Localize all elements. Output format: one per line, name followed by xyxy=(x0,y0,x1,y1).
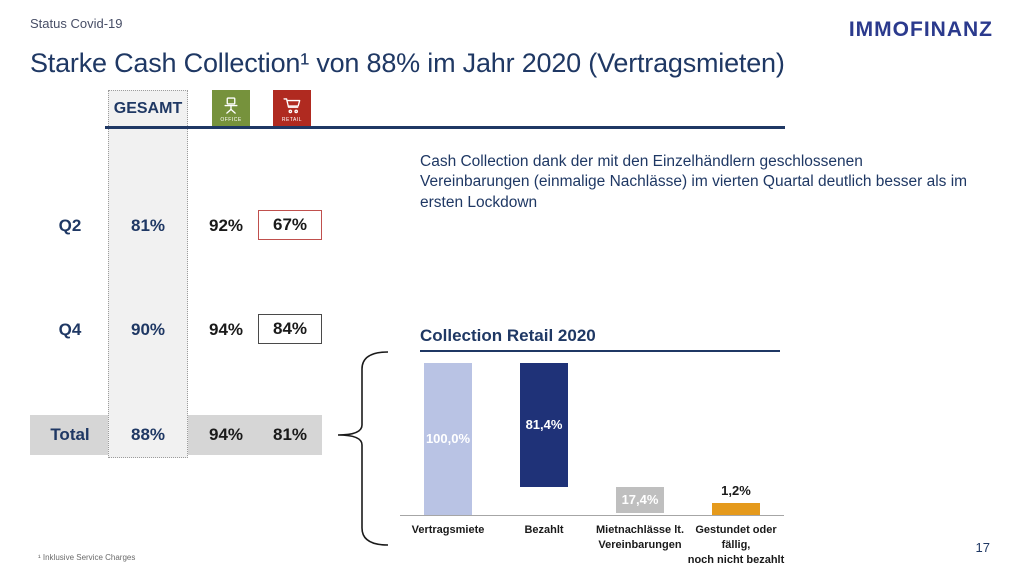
company-logo: IMMOFINANZ xyxy=(848,18,993,41)
row-q2-gesamt: 81% xyxy=(130,216,166,235)
header-divider-line xyxy=(105,126,785,129)
row-q4-label: Q4 xyxy=(58,320,82,339)
row-total-gesamt: 88% xyxy=(130,425,166,444)
gesamt-column-highlight xyxy=(108,90,188,458)
bar-1 xyxy=(424,363,472,515)
bar-value-label: 81,4% xyxy=(525,416,563,432)
retail-cart-icon: RETAIL xyxy=(273,90,311,128)
bar-value-label: 17,4% xyxy=(621,491,659,507)
curly-brace xyxy=(337,351,389,546)
row-q4-office: 94% xyxy=(208,320,244,339)
row-q2-office: 92% xyxy=(208,216,244,235)
retail-icon-caption: RETAIL xyxy=(281,116,303,123)
office-icon-caption: OFFICE xyxy=(220,116,242,123)
bar-chart: 100,0% Vertragsmiete 81,4% Bezahlt 17,4% Miet… xyxy=(400,363,784,566)
bar-3 xyxy=(616,486,664,514)
kicker: Status Covid-19 xyxy=(30,16,123,31)
row-total-office: 94% xyxy=(208,425,244,444)
row-q4-retail-box: 84% xyxy=(258,314,322,344)
chart-title-underline xyxy=(420,350,780,352)
callout-text: Cash Collection dank der mit den Einzelh… xyxy=(420,153,968,211)
page-number: 17 xyxy=(975,540,990,555)
row-q2-retail: 67% xyxy=(272,215,308,234)
category-label: Bezahlt xyxy=(524,524,564,536)
bar-value-label: 1,2% xyxy=(721,483,751,498)
page-title: Starke Cash Collection¹ von 88% im Jahr … xyxy=(30,48,785,78)
row-q2-label: Q2 xyxy=(58,216,82,235)
bar-value-label: 100,0% xyxy=(425,431,471,446)
row-total-retail: 81% xyxy=(272,425,308,444)
row-q4-gesamt: 90% xyxy=(130,320,166,339)
gesamt-column-header: GESAMT xyxy=(113,100,183,117)
bar-2 xyxy=(520,363,568,487)
row-total-label: Total xyxy=(50,425,90,444)
category-label: Mietnachlässe lt. Vereinbarungen xyxy=(595,524,685,551)
category-label: Vertragsmiete xyxy=(411,524,485,536)
category-label: Gestundet oder fällig, noch nicht bezahlt xyxy=(687,524,785,566)
row-q4-retail: 84% xyxy=(272,319,308,338)
footnote: ¹ Inklusive Service Charges xyxy=(38,553,136,562)
bar-4 xyxy=(712,503,760,515)
office-icon: OFFICE xyxy=(212,90,250,128)
row-q2-retail-box: 67% xyxy=(258,210,322,240)
chart-title: Collection Retail 2020 xyxy=(420,326,596,345)
